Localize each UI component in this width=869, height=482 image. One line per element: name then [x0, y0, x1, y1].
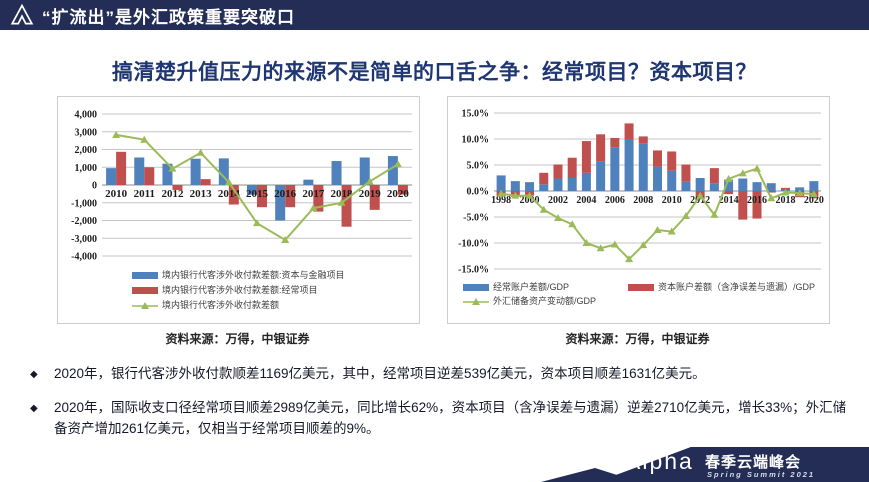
- right-chart-panel: -15.0% -10.0% -5.0% 0.0% 5.0% 10.0% 15.0% 1998 2…: [447, 96, 830, 324]
- svg-text:0: 0: [92, 181, 97, 192]
- alpha-triangle-logo-icon: [10, 4, 34, 25]
- svg-text:2016: 2016: [274, 188, 297, 200]
- svg-text:2019: 2019: [359, 188, 382, 200]
- svg-text:2004: 2004: [576, 195, 596, 206]
- footer-banner-shape: [541, 447, 869, 482]
- svg-text:2010: 2010: [105, 188, 128, 200]
- svg-text:-2,000: -2,000: [71, 216, 97, 227]
- legend-swatch-icon: [132, 287, 158, 294]
- left-chart-panel: -4,000 -3,000 -2,000 -1,000 0 1,000 2,000 3,000…: [57, 96, 420, 324]
- left-chart: -4,000 -3,000 -2,000 -1,000 0 1,000 2,000 3,000…: [71, 110, 412, 263]
- footer-banner: Λlpha 春季云端峰会 Spring Summit 2021: [539, 420, 869, 482]
- bullet-text: 2020年，银行代客涉外收付款顺差1169亿美元，其中，经常项目逆差539亿美元…: [54, 366, 706, 381]
- svg-text:2020: 2020: [804, 195, 824, 206]
- svg-text:-15.0%: -15.0%: [458, 265, 489, 276]
- right-chart-source: 资料来源：万得，中银证券: [565, 332, 710, 346]
- header-bar: “扩流出”是外汇政策重要突破口: [0, 0, 869, 30]
- svg-text:1998: 1998: [491, 195, 511, 206]
- svg-text:2016: 2016: [747, 195, 767, 206]
- footer-event-name-cn: 春季云端峰会: [705, 454, 802, 471]
- svg-text:2014: 2014: [719, 195, 739, 206]
- svg-text:2012: 2012: [690, 195, 710, 206]
- svg-text:-5.0%: -5.0%: [463, 213, 489, 224]
- svg-text:2018: 2018: [775, 195, 795, 206]
- svg-text:2012: 2012: [161, 188, 184, 200]
- svg-text:3,000: 3,000: [75, 127, 98, 138]
- legend-item: 外汇储备资产变动额/GDP: [463, 297, 628, 306]
- svg-text:1,000: 1,000: [75, 163, 98, 174]
- legend-label: 资本账户差额（含净误差与遗漏）/GDP: [658, 282, 816, 292]
- svg-text:2000: 2000: [520, 195, 540, 206]
- svg-text:2010: 2010: [662, 195, 682, 206]
- bullet-item: ◆ 2020年，银行代客涉外收付款顺差1169亿美元，其中，经常项目逆差539亿…: [30, 364, 850, 385]
- bullet-item: ◆ 2020年，国际收支口径经常项目顺差2989亿美元，同比增长62%，资本项目…: [30, 398, 850, 440]
- svg-text:-4,000: -4,000: [71, 252, 97, 263]
- legend-line-swatch-icon: [463, 298, 489, 305]
- left-chart-source: 资料来源：万得，中银证券: [165, 332, 310, 346]
- legend-line-swatch-icon: [132, 302, 158, 309]
- header-title: “扩流出”是外汇政策重要突破口: [42, 7, 295, 27]
- legend-label: 经常账户差额/GDP: [493, 282, 570, 292]
- alpha-brand-wordmark: Λlpha: [625, 448, 694, 474]
- legend-item: 经常账户差额/GDP: [463, 283, 628, 292]
- svg-text:-1,000: -1,000: [71, 198, 97, 209]
- legend-label: 外汇储备资产变动额/GDP: [493, 296, 597, 306]
- legend-label: 境内银行代客涉外收付款差额:经常项目: [162, 285, 318, 295]
- legend-item: 境内银行代客涉外收付款差额:经常项目: [132, 286, 345, 295]
- legend-item: 境内银行代客涉外收付款差额: [132, 301, 345, 310]
- footer-event-name-en: Spring Summit 2021: [707, 470, 816, 479]
- svg-text:2002: 2002: [548, 195, 568, 206]
- svg-text:2017: 2017: [302, 188, 325, 200]
- diamond-bullet-icon: ◆: [30, 403, 38, 414]
- legend-label: 境内银行代客涉外收付款差额:资本与金融项目: [162, 270, 345, 280]
- svg-text:4,000: 4,000: [75, 110, 98, 121]
- svg-text:2015: 2015: [246, 188, 269, 200]
- svg-text:10.0%: 10.0%: [462, 135, 490, 146]
- page-title: 搞清楚升值压力的来源不是简单的口舌之争：经常项目？资本项目？: [112, 61, 757, 84]
- right-chart-legend: 经常账户差额/GDP 资本账户差额（含净误差与遗漏）/GDP 外汇储备资产变动额/G…: [463, 283, 823, 311]
- left-chart-legend: 境内银行代客涉外收付款差额:资本与金融项目 境内银行代客涉外收付款差额:经常项目境…: [132, 271, 345, 316]
- svg-text:2018: 2018: [331, 188, 354, 200]
- legend-swatch-icon: [463, 284, 489, 291]
- svg-text:0.0%: 0.0%: [467, 187, 490, 198]
- legend-label: 境内银行代客涉外收付款差额: [162, 300, 280, 310]
- svg-text:2006: 2006: [605, 195, 625, 206]
- right-chart: -15.0% -10.0% -5.0% 0.0% 5.0% 10.0% 15.0% 1998 2…: [458, 109, 824, 276]
- svg-text:2,000: 2,000: [75, 145, 98, 156]
- svg-text:15.0%: 15.0%: [462, 109, 490, 120]
- svg-text:2011: 2011: [134, 188, 155, 200]
- svg-text:-3,000: -3,000: [71, 234, 97, 245]
- legend-item: 境内银行代客涉外收付款差额:资本与金融项目: [132, 271, 345, 280]
- svg-text:-10.0%: -10.0%: [458, 239, 489, 250]
- legend-swatch-icon: [132, 272, 158, 279]
- diamond-bullet-icon: ◆: [30, 369, 38, 380]
- svg-text:5.0%: 5.0%: [467, 161, 490, 172]
- svg-text:2013: 2013: [190, 188, 213, 200]
- svg-text:2020: 2020: [387, 188, 410, 200]
- svg-text:2008: 2008: [633, 195, 653, 206]
- legend-item: 资本账户差额（含净误差与遗漏）/GDP: [628, 283, 815, 292]
- legend-swatch-icon: [628, 284, 654, 291]
- bullet-text: 2020年，国际收支口径经常项目顺差2989亿美元，同比增长62%，资本项目（含…: [54, 400, 847, 436]
